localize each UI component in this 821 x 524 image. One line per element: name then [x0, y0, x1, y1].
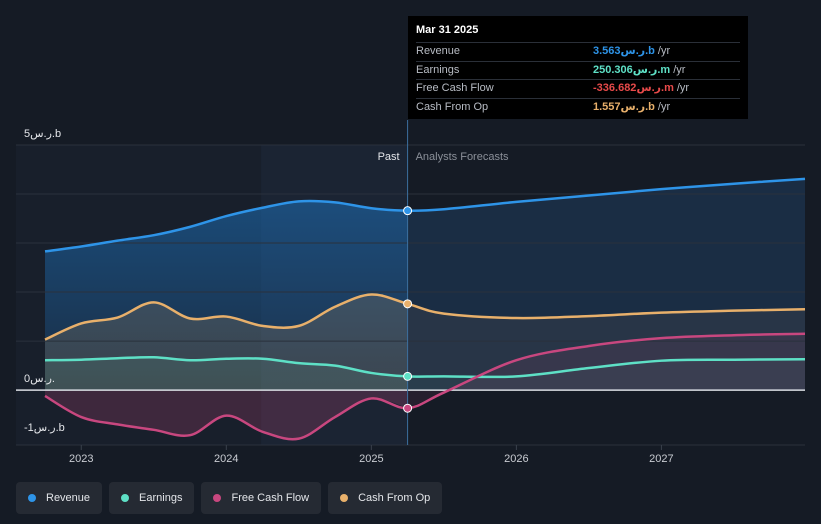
earnings-line	[44, 355, 806, 379]
tooltip-label: Free Cash Flow	[416, 82, 494, 94]
financial-chart: 5ر.س.b 0ر.س. -1ر.س.b 2023 2024 2025 2026 2027 Pa…	[16, 120, 806, 465]
forecast-label: Analysts Forecasts	[416, 151, 509, 163]
revenue-line	[44, 177, 806, 253]
tooltip-row-earnings: Earnings 250.306ر.س.m /yr	[416, 60, 740, 80]
free-cash-flow-line	[44, 332, 806, 441]
legend: Revenue Earnings Free Cash Flow Cash Fro…	[16, 482, 443, 516]
legend-item-revenue[interactable]: Revenue	[16, 482, 103, 514]
legend-label: Cash From Op	[358, 492, 431, 504]
tooltip-label: Cash From Op	[416, 100, 489, 113]
tooltip-label: Revenue	[416, 45, 461, 57]
tooltip-value: 3.563ر.س.b	[593, 45, 655, 57]
y-tick-label: -1ر.س.b	[24, 422, 65, 434]
cash-from-op-area-forecast	[407, 303, 805, 391]
legend-dot-icon	[213, 494, 222, 502]
tooltip-row-revenue: Revenue 3.563ر.س.b /yr	[416, 42, 740, 61]
legend-label: Earnings	[139, 492, 183, 504]
cash-from-op-line	[44, 293, 806, 341]
legend-dot-icon	[121, 494, 130, 502]
earnings-marker	[403, 371, 413, 381]
legend-label: Free Cash Flow	[231, 492, 310, 504]
tooltip-date: Mar 31 2025	[416, 24, 479, 36]
cash-from-op-marker	[403, 299, 413, 309]
tooltip-value: 1.557ر.س.b	[593, 100, 655, 113]
x-tick-label: 2023	[69, 453, 93, 465]
tooltip-unit: /yr	[657, 100, 671, 113]
tooltip-unit: /yr	[673, 63, 686, 76]
y-tick-label: 5ر.س.b	[24, 128, 61, 140]
tooltip: Mar 31 2025 Revenue 3.563ر.س.b /yr Earni…	[408, 16, 748, 119]
tooltip-unit: /yr	[676, 82, 690, 94]
legend-item-cash-from-op[interactable]: Cash From Op	[328, 482, 443, 514]
earnings-area-forecast	[407, 359, 805, 391]
legend-dot-icon	[340, 494, 349, 502]
tooltip-row-free-cash-flow: Free Cash Flow -336.682ر.س.m /yr	[416, 79, 740, 98]
tooltip-value: 250.306ر.س.m	[593, 63, 671, 76]
legend-dot-icon	[28, 494, 36, 502]
past-label: Past	[378, 151, 400, 163]
x-tick-label: 2024	[214, 453, 238, 465]
tooltip-row-cash-from-op: Cash From Op 1.557ر.س.b /yr	[416, 97, 740, 117]
revenue-marker	[403, 206, 413, 216]
x-tick-label: 2026	[504, 453, 528, 465]
legend-label: Revenue	[46, 492, 91, 504]
legend-item-earnings[interactable]: Earnings	[109, 482, 195, 514]
x-tick-label: 2027	[649, 453, 673, 465]
legend-item-free-cash-flow[interactable]: Free Cash Flow	[201, 482, 322, 514]
tooltip-value: -336.682ر.س.m	[593, 82, 674, 94]
tooltip-label: Earnings	[416, 63, 460, 76]
x-tick-label: 2025	[359, 453, 383, 465]
revenue-area-past	[45, 200, 408, 391]
y-tick-label: 0ر.س.	[24, 373, 55, 385]
free-cash-flow-marker	[403, 403, 413, 413]
tooltip-unit: /yr	[657, 45, 671, 57]
